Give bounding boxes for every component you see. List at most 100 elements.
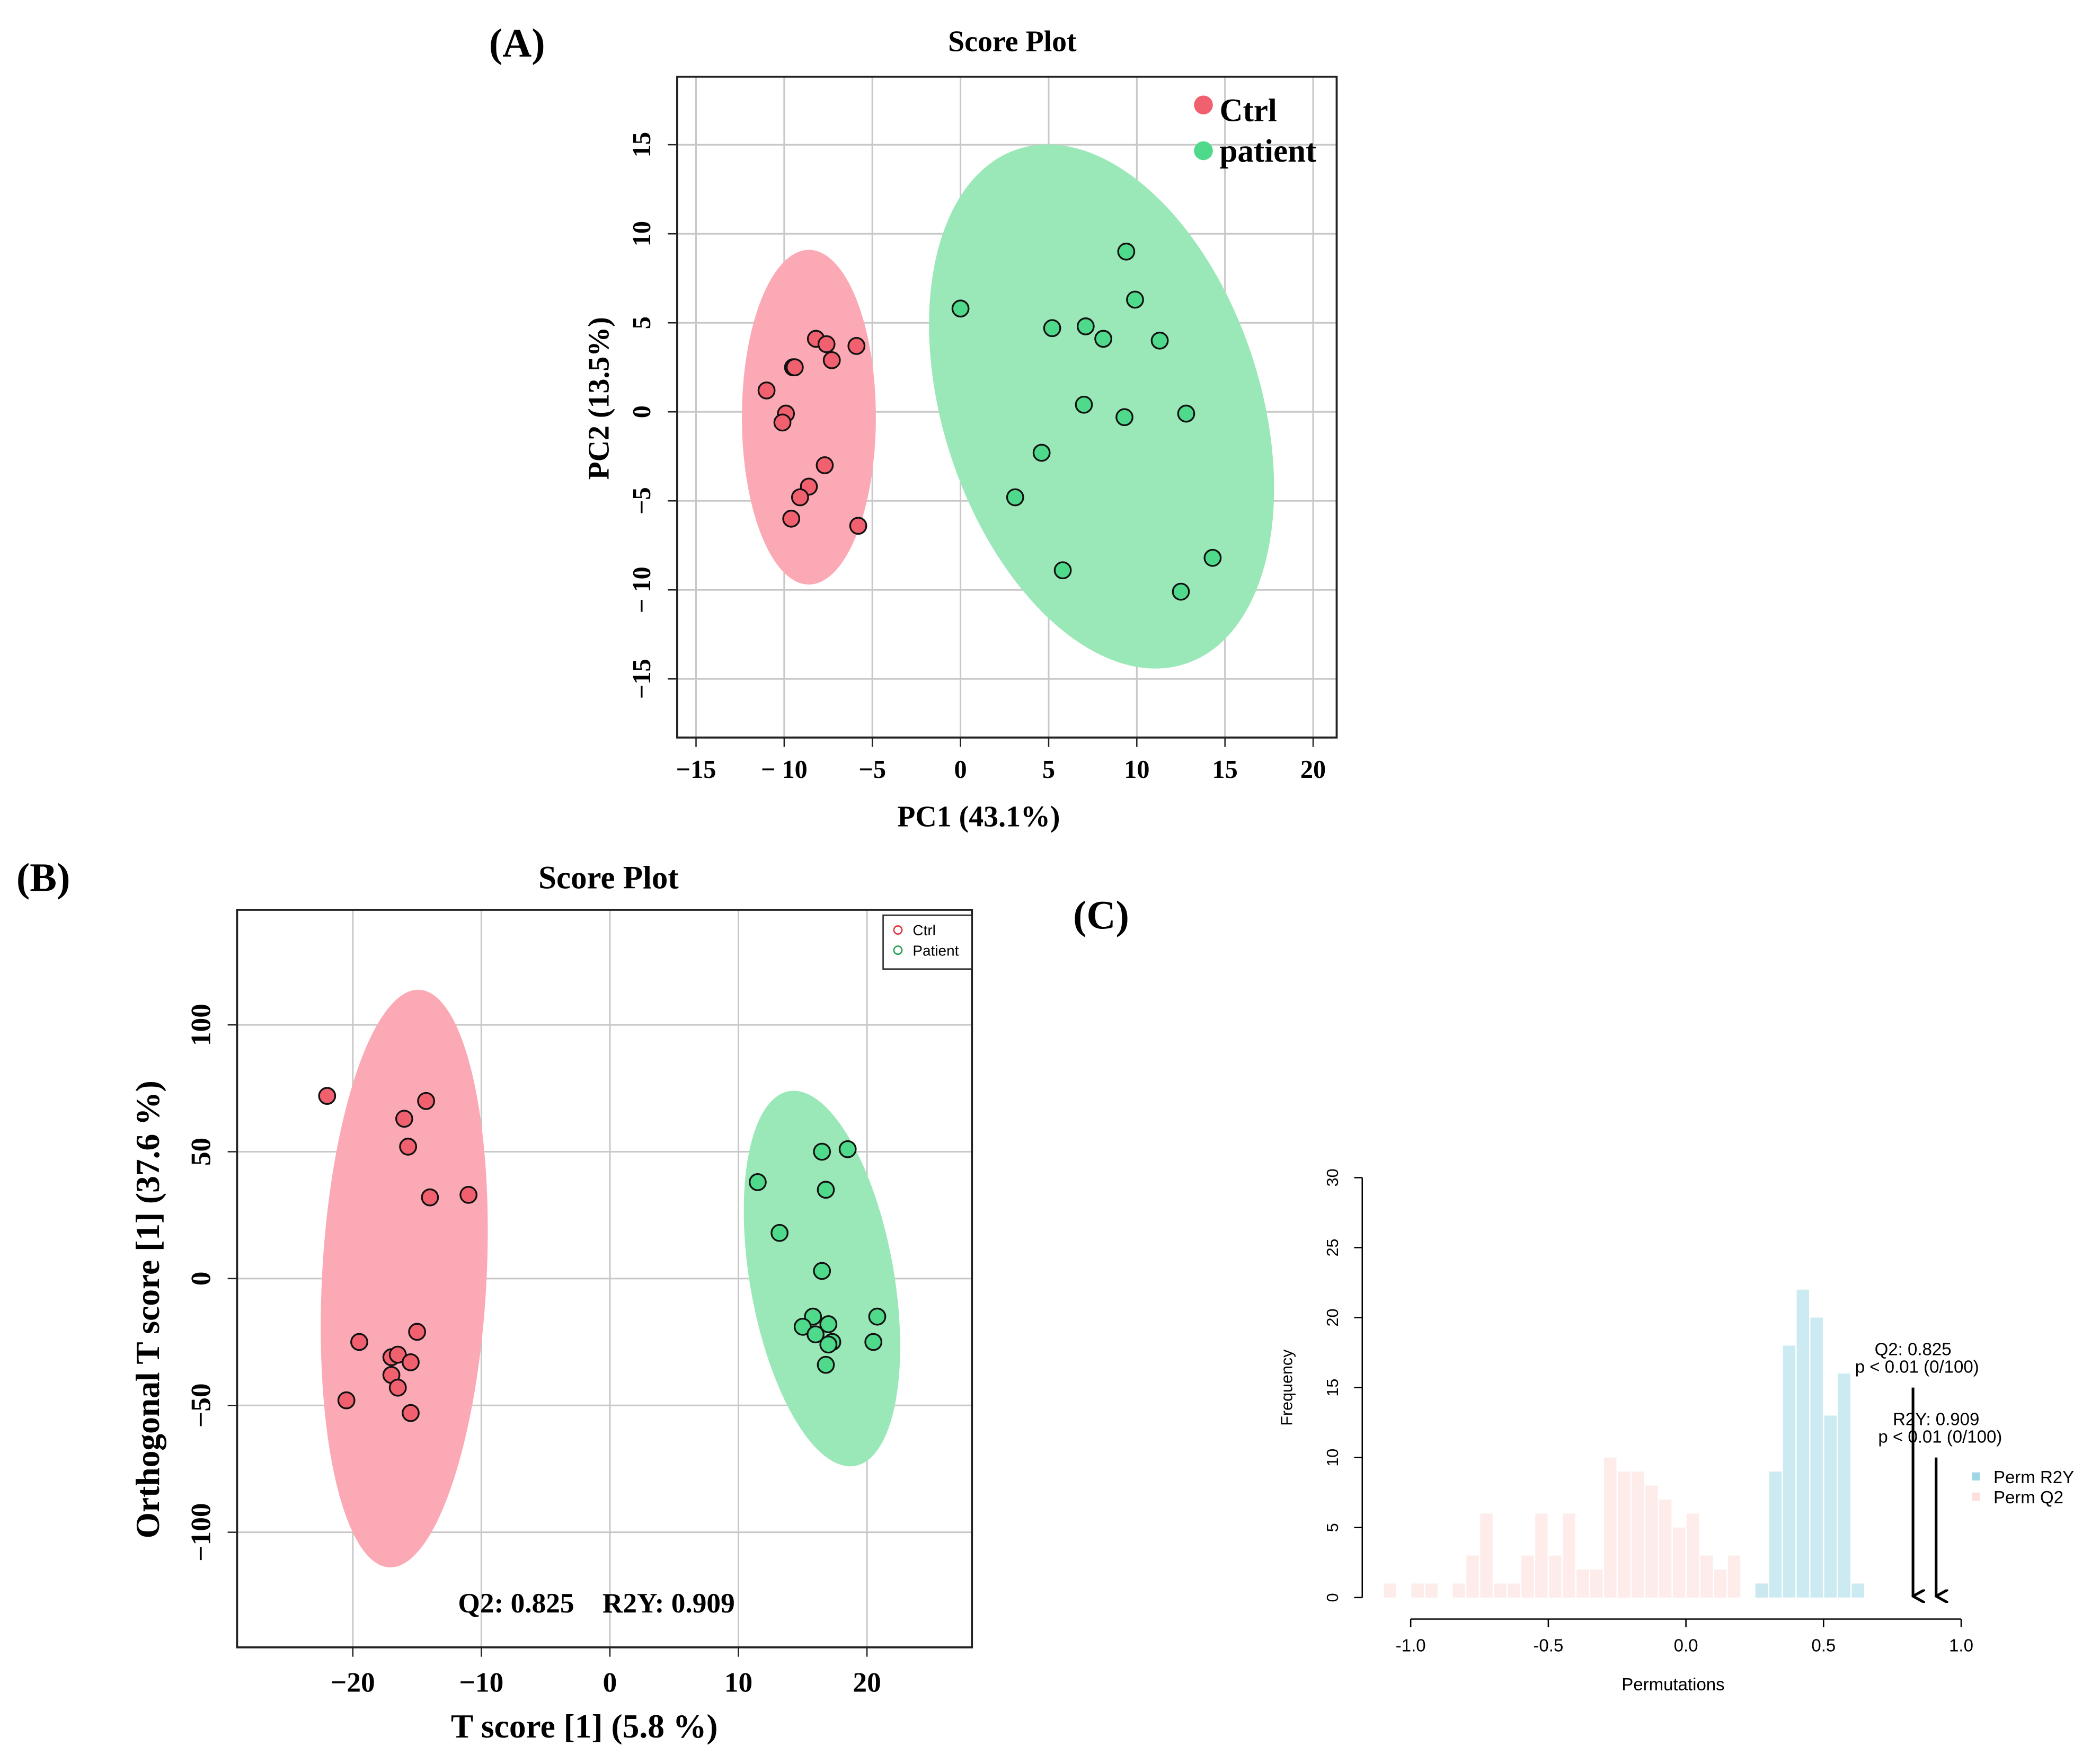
data-point-patient: [1053, 561, 1072, 580]
x-tick-label: 5: [1042, 756, 1055, 784]
histogram-bar-perm-r2y: [1851, 1583, 1864, 1598]
histogram-bar-perm-r2y: [1824, 1415, 1837, 1598]
data-point-patient: [793, 1317, 812, 1336]
x-tick-label: 15: [1212, 756, 1238, 784]
histogram-bar-perm-q2: [1659, 1499, 1672, 1598]
data-point-patient: [864, 1333, 883, 1351]
y-tick-label: 10: [628, 221, 656, 246]
annotation-pvalue: p < 0.01 (0/100): [1855, 1357, 1979, 1377]
x-tick-label: 20: [1300, 756, 1326, 784]
confidence-ellipse-patient: [929, 144, 1274, 669]
data-point-patient: [1115, 408, 1133, 427]
data-point-patient: [819, 1335, 838, 1354]
ticks-a: −15 − 10 −5 0 5 10 15 20 −15 − 10 −5 0 5 10 15: [628, 132, 1326, 784]
legend-label-patient: patient: [1220, 134, 1317, 169]
histogram-bar-perm-q2: [1576, 1570, 1589, 1598]
histogram-bar-perm-q2: [1618, 1472, 1631, 1598]
data-point-patient: [807, 1325, 825, 1344]
x-tick-label: −20: [331, 1667, 375, 1698]
panel-label-b: (B): [16, 855, 70, 900]
y-tick-label: 100: [185, 1004, 217, 1046]
legend-marker-perm-q2: [1972, 1492, 1980, 1501]
x-tick-label: 0: [954, 756, 967, 784]
legend-b: Ctrl Patient: [882, 914, 973, 970]
legend-label-patient-b: Patient: [912, 942, 959, 959]
histogram-bar-perm-q2: [1508, 1583, 1520, 1598]
x-axis-label-c: Permutations: [1621, 1674, 1724, 1694]
x-tick-label: 10: [1124, 756, 1149, 784]
legend-a: Ctrl patient: [1194, 93, 1317, 169]
legend-label-perm-r2y: Perm R2Y: [1993, 1467, 2074, 1487]
data-point-patient: [817, 1355, 835, 1374]
legend-marker-ctrl-b: [893, 925, 903, 935]
x-tick-label: 0.5: [1811, 1635, 1836, 1655]
annotation-value: R2Y: 0.909: [1893, 1410, 1979, 1429]
confidence-ellipse-ctrl: [321, 989, 488, 1567]
annotation-value: Q2: 0.825: [1875, 1340, 1952, 1359]
legend-label-perm-q2: Perm Q2: [1993, 1487, 2063, 1507]
data-point-ctrl: [399, 1138, 418, 1156]
data-point-patient: [819, 1315, 838, 1333]
data-point-ctrl: [402, 1353, 420, 1371]
data-point-patient: [1117, 242, 1136, 261]
histogram-bar-perm-q2: [1411, 1583, 1424, 1598]
histogram-bar-perm-r2y: [1783, 1345, 1796, 1598]
y-tick-label: 30: [1324, 1168, 1342, 1186]
data-point-ctrl: [757, 381, 776, 400]
data-point-patient: [770, 1224, 789, 1242]
histogram-bar-perm-q2: [1494, 1583, 1507, 1598]
x-tick-label: 0.0: [1674, 1635, 1698, 1655]
histogram-bar-perm-r2y: [1796, 1289, 1810, 1598]
y-tick-label: 10: [1324, 1449, 1342, 1467]
histogram-bar-perm-q2: [1521, 1555, 1534, 1598]
data-point-patient: [817, 1181, 835, 1199]
data-point-patient: [1094, 330, 1112, 348]
data-point-ctrl: [817, 335, 836, 353]
data-point-ctrl: [402, 1404, 420, 1422]
data-point-ctrl: [822, 351, 841, 369]
y-tick-label: −100: [185, 1503, 217, 1561]
data-point-ctrl: [816, 456, 834, 474]
data-point-patient: [951, 299, 970, 318]
data-point-patient: [868, 1307, 887, 1326]
x-tick-label: -0.5: [1533, 1635, 1563, 1655]
confidence-ellipse-ctrl: [742, 250, 876, 585]
legend-c: Perm R2Y Perm Q2: [1972, 1467, 2074, 1507]
data-point-ctrl: [847, 336, 866, 355]
data-point-patient: [1075, 395, 1093, 414]
x-tick-label: 0: [603, 1667, 617, 1698]
panel-a: (A) Score Plot −15− 10 −5 0 5 10 15 20−15− 10−…: [489, 21, 1338, 833]
y-tick-label: −15: [628, 659, 656, 699]
histogram-bar-perm-q2: [1590, 1570, 1603, 1598]
y-tick-label: 0: [185, 1272, 217, 1286]
histogram-bar-perm-q2: [1714, 1570, 1727, 1598]
panel-c: (C) 0 5 10 15 20 25 30 -1.0 -0.5 0.0 0.5 1.0 Q2: 0.…: [1073, 893, 2074, 1695]
chart-title-b: Score Plot: [538, 860, 679, 896]
data-point-ctrl: [395, 1110, 413, 1128]
data-point-patient: [1076, 317, 1095, 335]
data-point-patient: [1203, 548, 1222, 567]
histogram-bar-perm-q2: [1672, 1527, 1686, 1598]
histogram-bar-perm-q2: [1384, 1583, 1396, 1598]
ellipses-b: [321, 989, 900, 1567]
x-tick-label: −10: [459, 1667, 504, 1698]
histogram-bar-perm-q2: [1452, 1583, 1465, 1598]
data-point-patient: [1006, 488, 1024, 507]
bars-c: [1384, 1289, 1864, 1598]
data-point-ctrl: [350, 1333, 368, 1351]
panel-b: (B) Score Plot −20 −10 0 10 20−100−50050100 …: [16, 855, 973, 1745]
data-point-ctrl: [388, 1345, 407, 1364]
data-point-patient: [813, 1262, 831, 1280]
y-tick-label: 50: [185, 1138, 217, 1166]
histogram-bar-perm-q2: [1563, 1513, 1575, 1598]
data-point-ctrl: [773, 413, 792, 432]
data-point-patient: [749, 1173, 767, 1191]
data-point-ctrl: [782, 509, 801, 528]
histogram-bar-perm-q2: [1535, 1513, 1548, 1598]
data-point-patient: [1177, 404, 1195, 423]
y-tick-label: 20: [1324, 1309, 1342, 1327]
annotation-pvalue: p < 0.01 (0/100): [1878, 1427, 2002, 1447]
